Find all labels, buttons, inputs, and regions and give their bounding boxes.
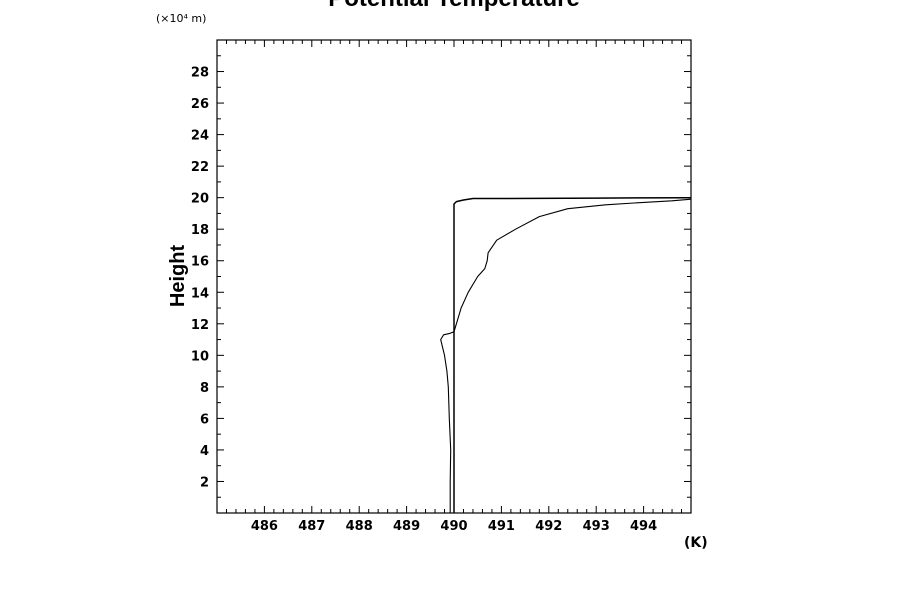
y-tick-label: 8	[200, 381, 209, 396]
y-tick-label: 12	[191, 318, 209, 333]
y-tick-label: 10	[191, 349, 209, 364]
y-tick-label: 24	[191, 129, 209, 144]
y-tick-label: 20	[191, 192, 209, 207]
x-tick-labels: 486 487 488 489 490 491 492 493 494	[251, 519, 657, 534]
x-tick-label: 489	[393, 519, 420, 534]
y-tick-label: 22	[191, 160, 209, 175]
series-line-1	[453, 196, 692, 513]
x-tick-label: 487	[298, 519, 325, 534]
x-tick-label: 494	[630, 519, 657, 534]
y-tick-label: 28	[191, 66, 209, 81]
y-tick-label: 6	[200, 412, 209, 427]
axis-ticks	[217, 40, 691, 513]
x-tick-label: 488	[346, 519, 373, 534]
plot-frame	[216, 39, 692, 514]
y-tick-label: 4	[200, 444, 209, 459]
y-tick-label: 2	[200, 475, 209, 490]
y-scale-note: (×10⁴ m)	[156, 12, 206, 25]
series-line-2	[440, 198, 692, 513]
x-tick-label: 491	[488, 519, 515, 534]
y-tick-label: 16	[191, 255, 209, 270]
x-tick-label: 493	[583, 519, 610, 534]
series-lines	[440, 196, 692, 513]
x-tick-label: 492	[535, 519, 562, 534]
y-tick-label: 14	[191, 286, 209, 301]
chart-title: Potential Temperature	[328, 0, 580, 12]
y-tick-label: 26	[191, 97, 209, 112]
x-tick-label: 486	[251, 519, 278, 534]
x-unit-label: (K)	[684, 535, 708, 551]
y-tick-label: 18	[191, 223, 209, 238]
y-axis-label: Height	[167, 245, 189, 308]
x-tick-label: 490	[440, 519, 467, 534]
